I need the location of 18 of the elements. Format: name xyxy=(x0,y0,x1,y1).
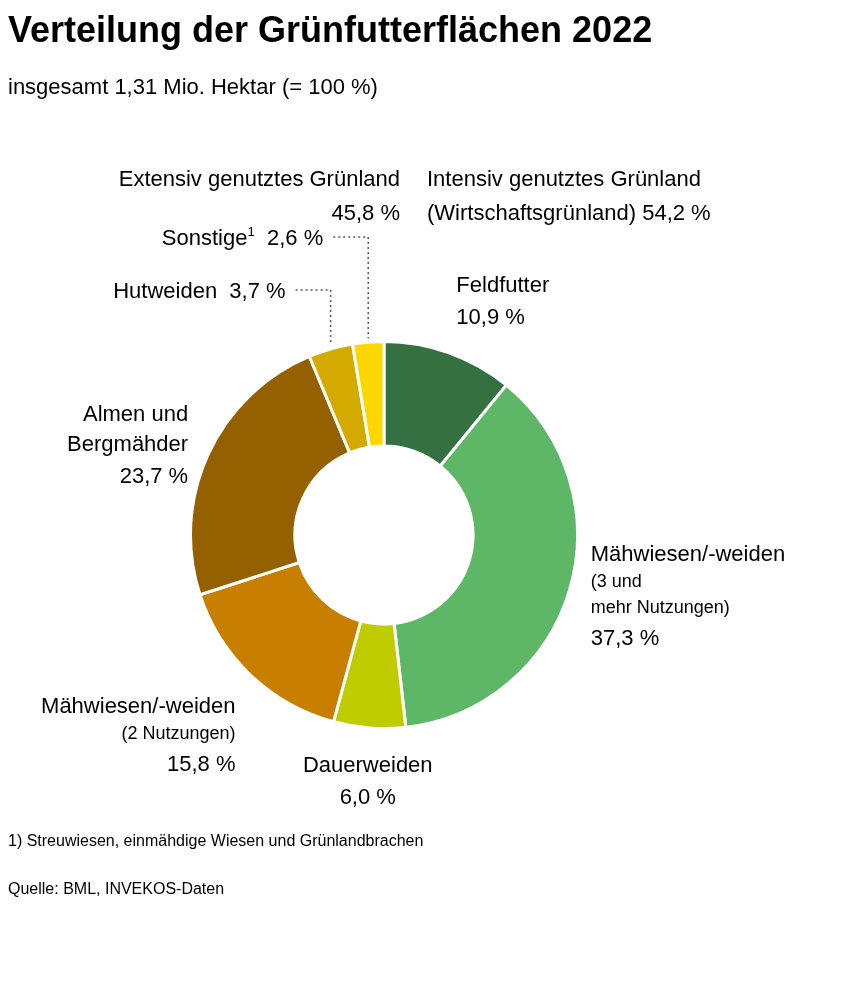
source-note: Quelle: BML, INVEKOS-Daten xyxy=(8,880,226,898)
text: Intensiv genutztes Grünland (Wirtschaftsgrünland) 54,2 % xyxy=(427,165,711,227)
slice-label: Hutweiden 3,7 % xyxy=(113,278,286,303)
chart-subtitle: insgesamt 1,31 Mio. Hektar (= 100 %) xyxy=(8,74,379,100)
slice-label: Dauerweiden xyxy=(302,751,433,777)
slice-label: Mähwiesen/-weiden (3 und mehr Nutzungen) xyxy=(590,540,786,617)
slice-label: Almen und Bergmähder xyxy=(67,401,189,457)
data-label: 23,7 % xyxy=(119,463,189,489)
data-label: 15,8 % xyxy=(167,751,236,777)
text: Extensiv genutztes Grünland 45,8 % xyxy=(117,165,400,225)
data-label: 10,9 % xyxy=(456,304,525,330)
slice-label: Mähwiesen/-weiden (2 Nutzungen) xyxy=(41,693,236,744)
slice-label: Feldfutter xyxy=(456,272,550,298)
data-label: 2,6 % xyxy=(254,225,324,250)
data-label: 6,0 % xyxy=(339,783,396,809)
data-label: 37,3 % xyxy=(590,624,660,650)
text: 1) Streuwiesen, einmähdige Wiesen und Grünlandbrachen xyxy=(8,832,425,850)
chart-title: Verteilung der Grünfutterflächen 2022 xyxy=(8,8,654,52)
